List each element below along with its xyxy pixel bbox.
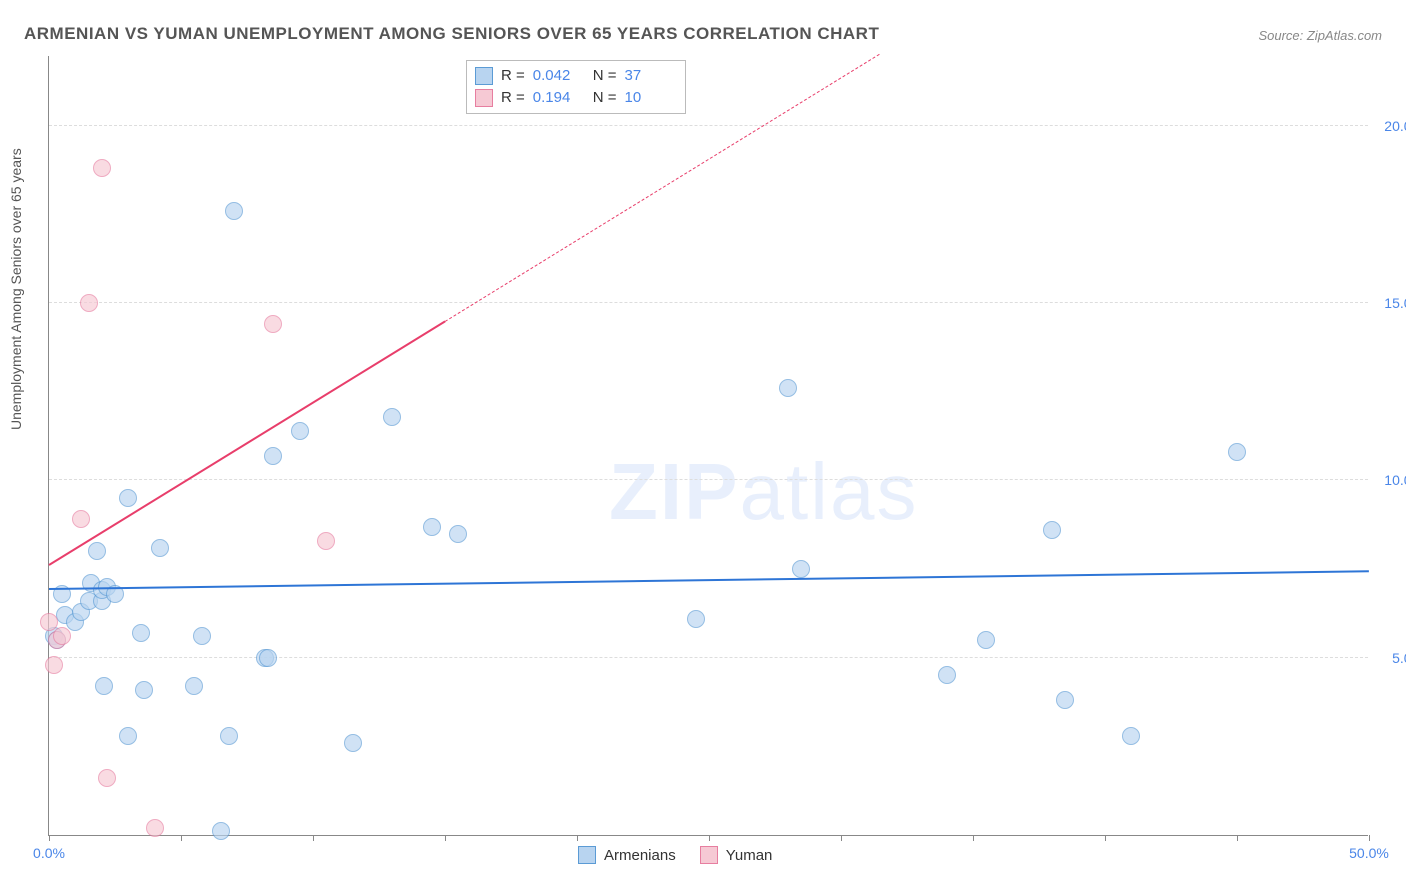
- source-attribution: Source: ZipAtlas.com: [1258, 28, 1382, 43]
- data-point: [98, 769, 116, 787]
- legend-label: Yuman: [726, 847, 773, 864]
- x-tick-mark: [1369, 835, 1370, 841]
- r-label: R =: [501, 87, 525, 109]
- data-point: [132, 624, 150, 642]
- x-tick-mark: [313, 835, 314, 841]
- gridline: [49, 479, 1368, 480]
- data-point: [1043, 521, 1061, 539]
- data-point: [93, 159, 111, 177]
- data-point: [264, 315, 282, 333]
- data-point: [40, 613, 58, 631]
- x-tick-mark: [973, 835, 974, 841]
- data-point: [146, 819, 164, 837]
- x-tick-mark: [841, 835, 842, 841]
- chart-container: ARMENIAN VS YUMAN UNEMPLOYMENT AMONG SEN…: [0, 0, 1406, 892]
- legend-row: R = 0.194 N = 10: [475, 87, 677, 109]
- y-tick-label: 15.0%: [1384, 295, 1406, 311]
- x-tick-mark: [181, 835, 182, 841]
- r-value: 0.042: [533, 65, 585, 87]
- data-point: [687, 610, 705, 628]
- data-point: [193, 627, 211, 645]
- n-label: N =: [593, 87, 617, 109]
- data-point: [88, 542, 106, 560]
- n-value: 10: [625, 87, 677, 109]
- data-point: [1228, 443, 1246, 461]
- r-label: R =: [501, 65, 525, 87]
- series-legend: Armenians Yuman: [578, 846, 772, 864]
- gridline: [49, 657, 1368, 658]
- x-tick-mark: [577, 835, 578, 841]
- gridline: [49, 302, 1368, 303]
- data-point: [185, 677, 203, 695]
- x-tick-mark: [445, 835, 446, 841]
- data-point: [212, 822, 230, 840]
- y-tick-label: 10.0%: [1384, 472, 1406, 488]
- data-point: [72, 510, 90, 528]
- x-tick-mark: [709, 835, 710, 841]
- plot-area: ZIPatlas 5.0%10.0%15.0%20.0%0.0%50.0%: [48, 56, 1368, 836]
- legend-swatch: [578, 846, 596, 864]
- data-point: [225, 202, 243, 220]
- trend-line: [49, 571, 1369, 591]
- x-tick-label: 0.0%: [33, 845, 65, 861]
- data-point: [45, 656, 63, 674]
- data-point: [792, 560, 810, 578]
- gridline: [49, 125, 1368, 126]
- data-point: [977, 631, 995, 649]
- n-value: 37: [625, 65, 677, 87]
- legend-item: Yuman: [700, 846, 773, 864]
- data-point: [264, 447, 282, 465]
- x-tick-mark: [49, 835, 50, 841]
- data-point: [80, 294, 98, 312]
- legend-swatch: [475, 89, 493, 107]
- data-point: [779, 379, 797, 397]
- legend-swatch: [700, 846, 718, 864]
- r-value: 0.194: [533, 87, 585, 109]
- correlation-legend: R = 0.042 N = 37 R = 0.194 N = 10: [466, 60, 686, 114]
- data-point: [95, 677, 113, 695]
- data-point: [135, 681, 153, 699]
- watermark: ZIPatlas: [609, 446, 918, 538]
- x-tick-mark: [1105, 835, 1106, 841]
- chart-title: ARMENIAN VS YUMAN UNEMPLOYMENT AMONG SEN…: [24, 24, 879, 44]
- x-tick-label: 50.0%: [1349, 845, 1389, 861]
- data-point: [53, 627, 71, 645]
- data-point: [423, 518, 441, 536]
- data-point: [119, 489, 137, 507]
- legend-label: Armenians: [604, 847, 676, 864]
- legend-item: Armenians: [578, 846, 676, 864]
- data-point: [317, 532, 335, 550]
- data-point: [119, 727, 137, 745]
- data-point: [383, 408, 401, 426]
- trend-line: [48, 320, 445, 565]
- data-point: [449, 525, 467, 543]
- data-point: [151, 539, 169, 557]
- data-point: [259, 649, 277, 667]
- n-label: N =: [593, 65, 617, 87]
- y-tick-label: 5.0%: [1392, 650, 1406, 666]
- data-point: [344, 734, 362, 752]
- legend-swatch: [475, 67, 493, 85]
- data-point: [1056, 691, 1074, 709]
- data-point: [1122, 727, 1140, 745]
- y-axis-label: Unemployment Among Seniors over 65 years: [8, 148, 24, 430]
- data-point: [220, 727, 238, 745]
- x-tick-mark: [1237, 835, 1238, 841]
- legend-row: R = 0.042 N = 37: [475, 65, 677, 87]
- watermark-bold: ZIP: [609, 447, 739, 536]
- y-tick-label: 20.0%: [1384, 118, 1406, 134]
- data-point: [291, 422, 309, 440]
- data-point: [938, 666, 956, 684]
- watermark-light: atlas: [739, 447, 918, 536]
